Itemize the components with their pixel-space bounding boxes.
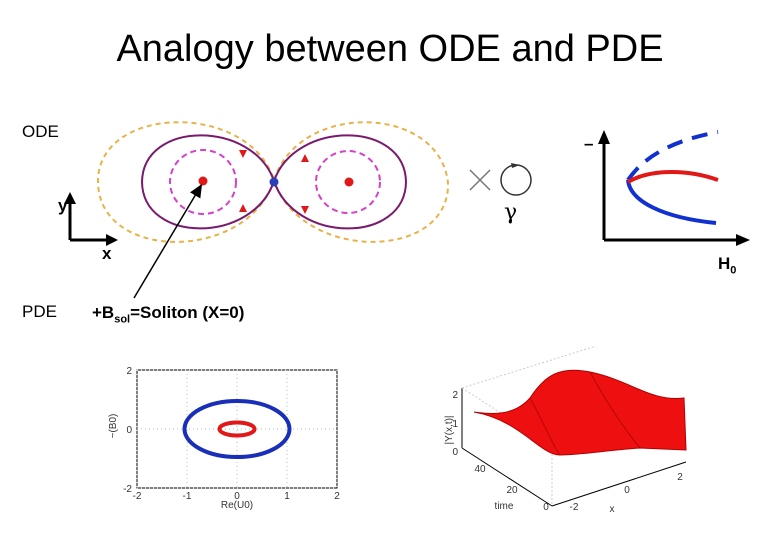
surface-z-tick: 2: [452, 390, 458, 401]
unstable-branch-solid: [626, 179, 717, 225]
surface-time-label: time: [495, 501, 514, 512]
phase-plot-x-tick: 1: [284, 491, 290, 502]
x-axis-label: x: [102, 244, 112, 263]
phase-plot-x-tick: 0: [234, 491, 240, 502]
flow-arrow: [239, 150, 247, 158]
inner-orbit-left: [169, 149, 237, 215]
phase-plot-y-tick: 0: [126, 425, 132, 436]
surface-z-tick: 1: [452, 419, 458, 430]
center-point-right: [344, 177, 354, 187]
surface-x-tick: 2: [677, 472, 683, 483]
center-point-left: [198, 176, 208, 186]
stable-branch: [626, 170, 719, 184]
gamma-loop-icon: [469, 163, 532, 196]
flow-arrow: [301, 206, 309, 214]
bifurcation-diagram: [598, 130, 750, 246]
phase-plot-y-tick: -2: [123, 484, 132, 495]
pde-label: PDE: [22, 302, 57, 321]
phase-plot-x-tick: -2: [133, 491, 142, 502]
surface-time-tick: 40: [474, 464, 486, 475]
surface-z-tick: 0: [452, 447, 458, 458]
phase-plot-orbit-1: [217, 420, 257, 438]
saddle-point: [269, 177, 279, 187]
gamma-label: γ: [504, 200, 518, 225]
phase-plot-x-tick: 2: [334, 491, 340, 502]
soliton-pointer-arrow: [133, 183, 203, 299]
surface-mesh: [473, 369, 687, 456]
unstable-branch-dashed: [626, 130, 719, 182]
ode-phase-portrait: [96, 121, 450, 243]
phase-axes-indicator: [64, 192, 118, 246]
phase-plot-xlabel: Re(U0): [221, 500, 253, 511]
y-axis-label: y: [58, 196, 68, 215]
surface-zlabel: |Y(x,t)|: [444, 415, 455, 444]
bifurcation-y-label: –: [584, 134, 594, 153]
ode-label: ODE: [22, 122, 59, 141]
inner-orbit-right: [315, 150, 381, 214]
surface-x-tick: -2: [570, 502, 579, 513]
flow-arrow: [301, 154, 309, 162]
phase-plot-x-tick: -1: [183, 491, 192, 502]
pde-phase-plot: -2 -1 0 1 2 2 0 -2 Re(U0) ~(B0): [108, 366, 340, 511]
flow-arrow: [239, 204, 247, 212]
surface-time-tick: 0: [543, 502, 549, 513]
surface-x-tick: 0: [624, 485, 630, 496]
soliton-label: +Bsol=Soliton (X=0): [92, 303, 245, 326]
phase-plot-ylabel: ~(B0): [108, 414, 119, 439]
phase-plot-y-tick: 2: [126, 366, 132, 377]
bifurcation-x-label: H0: [718, 254, 737, 277]
surface-x-label: x: [610, 504, 615, 515]
slide-title: Analogy between ODE and PDE: [116, 28, 664, 70]
phase-plot-orbit-0: [182, 398, 292, 460]
surface-time-tick: 20: [506, 485, 518, 496]
